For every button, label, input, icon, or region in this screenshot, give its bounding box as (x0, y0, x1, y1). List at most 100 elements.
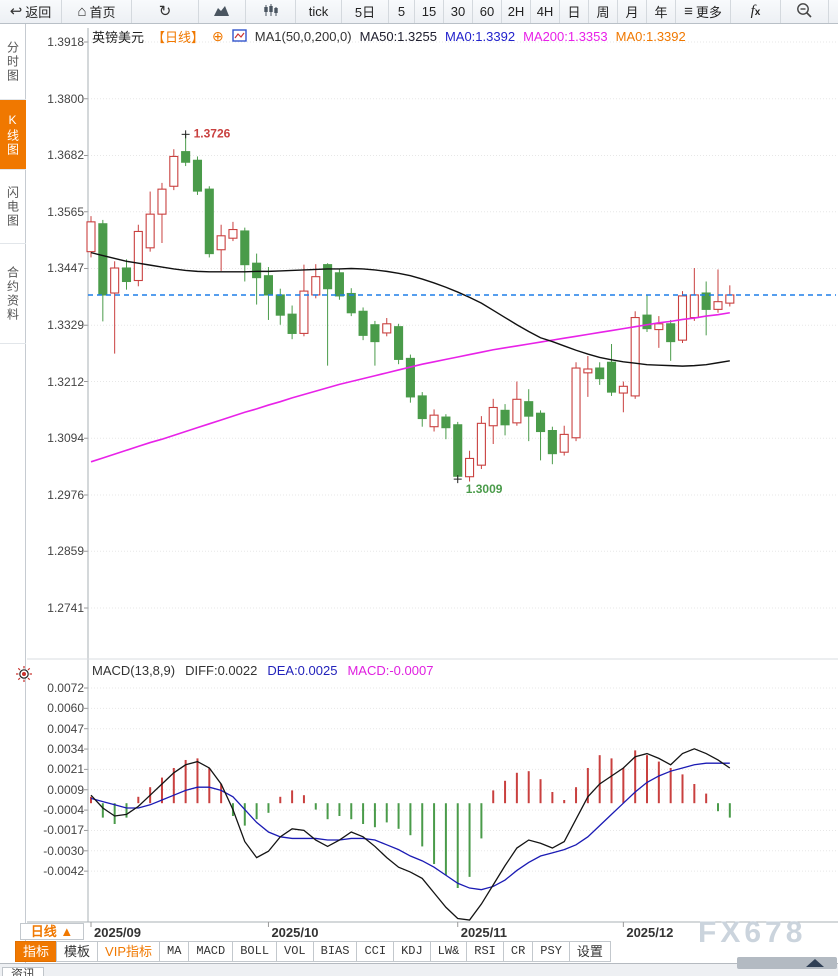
period-selector-button[interactable]: 日线 ▲ (20, 923, 84, 940)
sidebar-tab-3[interactable]: 闪电图 (0, 170, 26, 244)
candlestick-chart-icon (262, 3, 280, 20)
sidebar-tab-2[interactable]: K线图 (0, 100, 26, 170)
fx-functions-button[interactable]: fx (731, 0, 781, 23)
interval-15min-button[interactable]: 15 (415, 0, 444, 23)
zoom-out-button[interactable] (781, 0, 829, 23)
news-tab[interactable]: 资讯 (2, 967, 44, 976)
interval-5day-button[interactable]: 5日 (342, 0, 389, 23)
top-toolbar: ↩ 返回 ⌂ 首页 ↻ tick 5日 5 15 30 60 2H 4H 日周月年 ≡ 更多 fx (0, 0, 838, 24)
indicator-tab-BOLL[interactable]: BOLL (232, 941, 278, 962)
indicator-tab-bar: 指标 模板 VIP指标 MA MACD BOLL VOL BIAS CCI KDJ LW& RSI CR… (15, 941, 611, 962)
indicator-tab-PSY[interactable]: PSY (532, 941, 570, 962)
back-arrow-icon: ↩ (9, 3, 23, 20)
more-button[interactable]: ≡ 更多 (676, 0, 731, 23)
time-axis-label: 2025/12 (626, 925, 674, 940)
interval-4h-button[interactable]: 4H (531, 0, 560, 23)
zoom-out-icon (796, 2, 813, 22)
interval-month-button[interactable]: 月 (618, 0, 647, 23)
indicator-tab-LW&[interactable]: LW& (429, 941, 468, 962)
macd-axis-label: 0.0060 (47, 701, 84, 716)
indicator-tab-指标[interactable]: 指标 (15, 941, 58, 962)
watermark: FX678 (698, 916, 807, 949)
interval-5day-button-label: 5日 (354, 5, 376, 20)
indicator-tab-设置[interactable]: 设置 (568, 941, 611, 962)
price-axis-label: 1.3565 (47, 204, 84, 219)
interval-tick-button-label: tick (308, 4, 329, 19)
macd-axis-label: 0.0072 (47, 681, 84, 695)
symbol-name: 英镑美元 (92, 30, 145, 45)
menu-icon: ≡ (684, 3, 693, 20)
indicator-tab-VOL[interactable]: VOL (276, 941, 314, 962)
indicator-tab-VIP指标[interactable]: VIP指标 (97, 941, 160, 962)
macd-axis-label: 0.0009 (47, 782, 84, 797)
interval-tick-button[interactable]: tick (296, 0, 342, 23)
macd-axis-label: 0.0034 (47, 742, 84, 757)
refresh-icon: ↻ (158, 3, 172, 20)
macd-diff-value: DIFF:0.0022 (185, 663, 258, 678)
indicator-tab-模板[interactable]: 模板 (56, 941, 99, 962)
collapse-arrow-icon[interactable] (806, 959, 824, 967)
indicator-settings-sun-icon[interactable] (15, 665, 33, 683)
interval-year-button[interactable]: 年 (647, 0, 676, 23)
period-tag: 【日线】 (152, 30, 205, 45)
interval-day-button-label: 日 (567, 5, 581, 20)
macd-axis-label: -0.0030 (43, 843, 84, 858)
indicator-tab-CR[interactable]: CR (502, 941, 534, 962)
indicator-tab-BIAS[interactable]: BIAS (312, 941, 358, 962)
back-button[interactable]: ↩ 返回 (0, 0, 62, 23)
price-axis-label: 1.2859 (47, 544, 84, 559)
refresh-button[interactable]: ↻ (132, 0, 199, 23)
macd-hist-value: MACD:-0.0007 (347, 663, 434, 678)
macd-header: MACD(13,8,9) DIFF:0.0022 DEA:0.0025 MACD… (92, 663, 433, 678)
interval-60min-button[interactable]: 60 (473, 0, 502, 23)
zoom-in-button[interactable] (829, 0, 838, 23)
home-icon: ⌂ (77, 3, 87, 20)
home-button[interactable]: ⌂ 首页 (62, 0, 132, 23)
time-axis-label: 2025/11 (460, 925, 507, 940)
interval-year-button-label: 年 (654, 5, 668, 20)
interval-60min-button-label: 60 (479, 4, 495, 19)
price-axis-label: 1.3918 (47, 35, 84, 49)
macd-axis-label: 0.0021 (47, 762, 84, 777)
interval-2h-button[interactable]: 2H (502, 0, 531, 23)
time-axis-label: 2025/09 (94, 925, 141, 940)
add-indicator-icon[interactable]: ⊕ (212, 28, 224, 44)
interval-15min-button-label: 15 (421, 4, 437, 19)
indicator-tab-CCI[interactable]: CCI (356, 941, 395, 962)
interval-month-button-label: 月 (625, 5, 639, 20)
ma-settings-label: MA1(50,0,200,0) (254, 29, 352, 44)
interval-5min-button[interactable]: 5 (389, 0, 415, 23)
interval-5min-button-label: 5 (397, 4, 406, 19)
sidebar-tab-1[interactable]: 分时图 (0, 24, 26, 100)
area-chart-icon (213, 4, 231, 20)
indicator-tab-MA[interactable]: MA (159, 941, 190, 962)
price-axis-label: 1.3447 (47, 261, 84, 276)
interval-4h-button-label: 4H (536, 4, 554, 19)
interval-30min-button[interactable]: 30 (444, 0, 473, 23)
interval-30min-button-label: 30 (450, 4, 466, 19)
sidebar-tab-4[interactable]: 合约资料 (0, 244, 26, 344)
indicator-tab-KDJ[interactable]: KDJ (393, 941, 431, 962)
ma200-value: MA200:1.3353 (523, 29, 608, 44)
macd-axis-label: -0.0042 (43, 864, 84, 879)
interval-2h-button-label: 2H (507, 4, 525, 19)
area-chart-button[interactable] (199, 0, 246, 23)
ma0-orange-value: MA0:1.3392 (615, 29, 686, 44)
interval-week-button[interactable]: 周 (589, 0, 618, 23)
interval-day-button[interactable]: 日 (560, 0, 589, 23)
price-axis-label: 1.3212 (47, 374, 84, 389)
candlestick-chart-button[interactable] (246, 0, 296, 23)
indicator-tab-RSI[interactable]: RSI (466, 941, 504, 962)
time-axis-label: 2025/10 (271, 925, 319, 940)
bottom-strip (0, 963, 838, 976)
low-annotation: 1.3009 (466, 482, 503, 496)
macd-dea-value: DEA:0.0025 (267, 663, 338, 678)
price-axis-label: 1.3800 (47, 91, 84, 106)
indicator-tab-MACD[interactable]: MACD (188, 941, 234, 962)
period-selector-label: 日线 (30, 924, 57, 939)
price-axis-label: 1.2976 (47, 487, 84, 502)
macd-axis-label: 0.0047 (47, 721, 84, 736)
chart-header: 英镑美元 【日线】 ⊕ MA1(50,0,200,0) MA50:1.3255 … (92, 27, 686, 46)
